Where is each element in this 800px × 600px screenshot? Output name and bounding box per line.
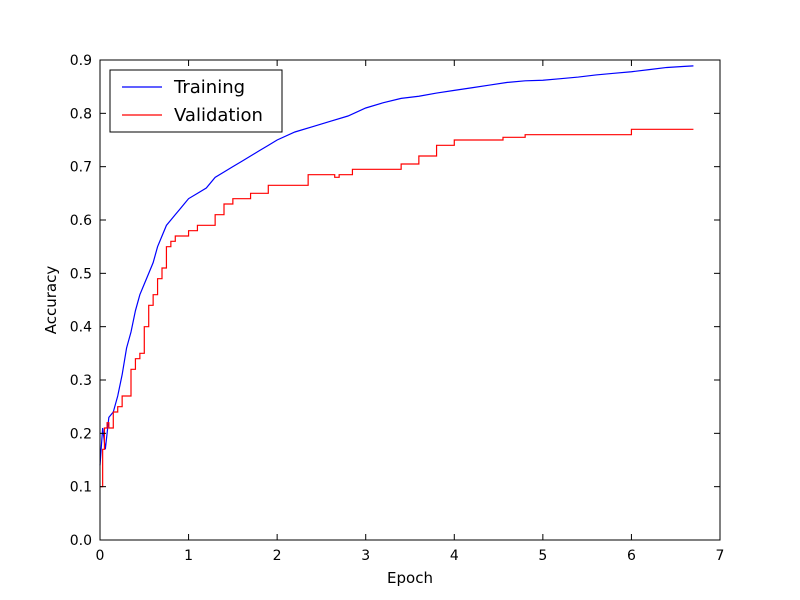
y-tick-label: 0.7 <box>70 160 92 176</box>
x-tick-label: 2 <box>273 548 282 564</box>
y-tick-label: 0.1 <box>70 480 92 496</box>
legend-training-label: Training <box>173 77 245 98</box>
y-tick-label: 0.9 <box>70 53 92 69</box>
y-tick-label: 0.3 <box>70 373 92 389</box>
plot-area-frame <box>99 59 721 541</box>
x-tick-label: 5 <box>538 548 547 564</box>
plot-data-layer <box>99 65 694 488</box>
x-tick-label: 1 <box>184 548 193 564</box>
y-tick-label: 0.6 <box>70 213 92 229</box>
x-tick-label: 3 <box>361 548 370 564</box>
series-line-validation <box>100 128 694 488</box>
y-axis-title: Accuracy <box>42 266 60 335</box>
y-tick-label: 0.5 <box>70 266 92 282</box>
x-tick-label: 7 <box>716 548 725 564</box>
series-line-training <box>99 65 694 466</box>
x-tick-label: 4 <box>450 548 459 564</box>
y-tick-label: 0.8 <box>70 106 92 122</box>
x-tick-label: 0 <box>96 548 105 564</box>
x-axis-title: Epoch <box>387 569 433 587</box>
x-tick-label: 6 <box>627 548 636 564</box>
y-tick-label: 0.0 <box>70 533 92 549</box>
y-tick-label: 0.2 <box>70 426 92 442</box>
legend-box <box>109 69 283 133</box>
legend-validation-label: Validation <box>174 105 263 126</box>
legend: Training Validation <box>109 69 283 133</box>
axis-ticks: 0 1 2 3 4 5 6 7 0.0 0.1 0.2 0.3 0.4 0.5 0.6 0.7 0.8 0.9 <box>70 53 725 564</box>
y-tick-label: 0.4 <box>70 320 92 336</box>
